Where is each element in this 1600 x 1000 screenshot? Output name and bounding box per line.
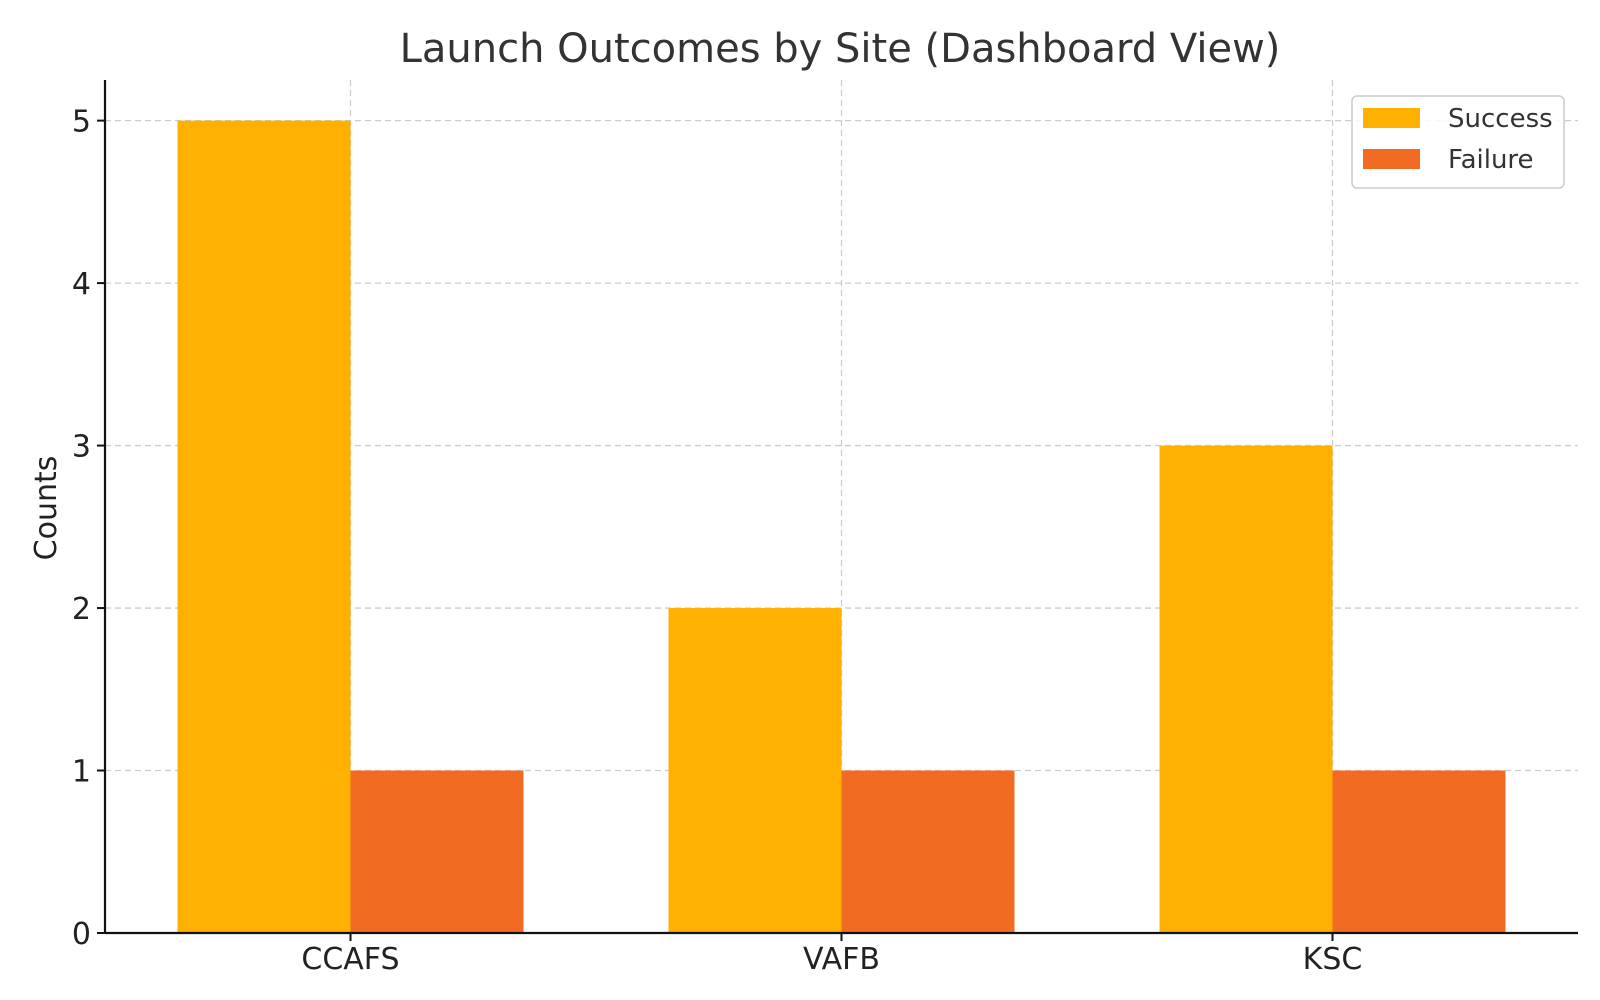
bars: [177, 120, 1506, 934]
tick-labels: 0 1 2 3 4 5 CCAFS VAFB KSC: [72, 105, 1362, 977]
y-tick-label: 4: [72, 267, 91, 302]
y-tick-label: 1: [72, 755, 91, 790]
x-tick-label: KSC: [1303, 942, 1363, 977]
bar-failure-ksc: [1332, 770, 1506, 933]
x-tick-label: CCAFS: [301, 942, 399, 977]
bar-success-ccafs: [177, 120, 351, 934]
bar-success-ksc: [1159, 445, 1333, 933]
y-axis-label: Counts: [29, 456, 64, 561]
y-tick-label: 0: [72, 917, 91, 952]
bar-success-vafb: [668, 608, 842, 933]
legend-swatch-failure: [1363, 149, 1420, 169]
legend-label-failure: Failure: [1448, 145, 1534, 175]
y-tick-label: 2: [72, 592, 91, 627]
legend-swatch-success: [1363, 108, 1420, 128]
legend: Success Failure: [1351, 95, 1565, 189]
y-tick-label: 3: [72, 430, 91, 465]
bar-failure-ccafs: [350, 770, 524, 933]
chart-title: Launch Outcomes by Site (Dashboard View): [400, 26, 1281, 72]
bar-failure-vafb: [841, 770, 1015, 933]
axes: [97, 80, 1578, 941]
x-tick-label: VAFB: [803, 942, 880, 977]
legend-label-success: Success: [1448, 104, 1553, 134]
y-tick-label: 5: [72, 105, 91, 140]
